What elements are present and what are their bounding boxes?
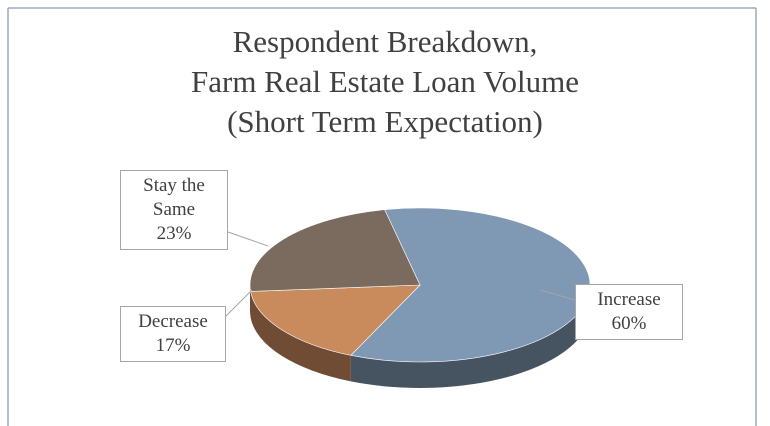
leader-line	[227, 231, 269, 247]
chart-title: Respondent Breakdown,	[232, 24, 538, 59]
chart-title: Farm Real Estate Loan Volume	[191, 64, 579, 99]
slice-side	[250, 291, 351, 382]
slice	[249, 209, 421, 292]
label-category: Decrease	[138, 311, 208, 332]
chart-title: (Short Term Expectation)	[227, 104, 543, 139]
label-value: 23%	[156, 223, 192, 244]
label-value: 60%	[611, 313, 647, 334]
slice-side	[350, 285, 590, 388]
leader-line	[223, 289, 253, 319]
label-value: 17%	[155, 335, 191, 356]
data-label: Stay the Same 23%	[120, 170, 228, 250]
data-label: Increase 60%	[575, 284, 683, 340]
slice	[250, 284, 421, 356]
data-label: Decrease 17%	[120, 306, 226, 362]
label-category: Stay the Same	[143, 175, 205, 220]
label-category: Increase	[597, 289, 661, 310]
leader-line	[539, 289, 576, 301]
slice-side	[250, 285, 251, 318]
